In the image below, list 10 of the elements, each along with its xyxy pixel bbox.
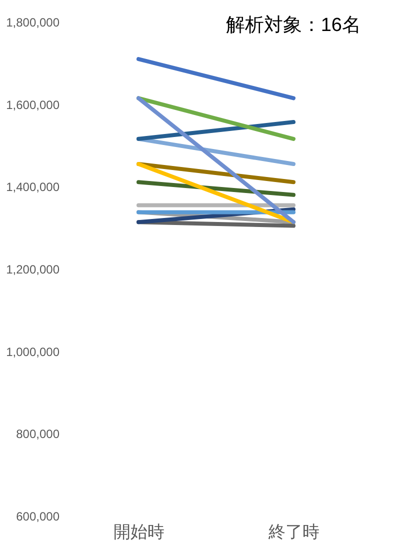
y-tick-label: 800,000 xyxy=(16,427,60,442)
y-tick-label: 600,000 xyxy=(16,510,60,524)
y-tick-label: 1,800,000 xyxy=(6,16,60,30)
y-tick-label: 1,000,000 xyxy=(6,344,60,359)
y-tick-label: 1,400,000 xyxy=(6,180,60,194)
annotation: 解析対象：16名 xyxy=(226,14,361,36)
y-tick-label: 1,600,000 xyxy=(6,98,60,112)
x-tick-label: 開始時 xyxy=(114,522,164,542)
y-tick-label: 1,200,000 xyxy=(6,262,60,276)
x-tick-label: 終了時 xyxy=(268,522,320,542)
